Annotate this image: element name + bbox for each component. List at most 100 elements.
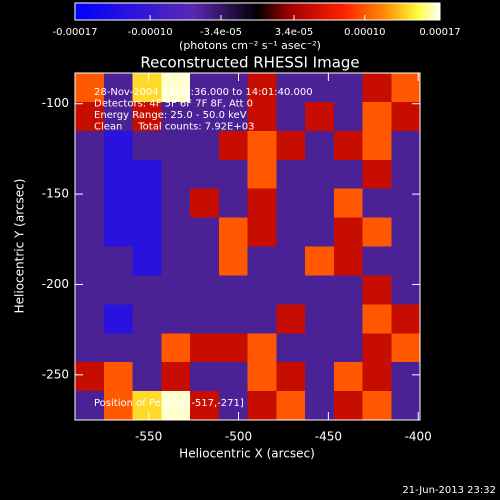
heatmap-cell	[305, 217, 335, 247]
heatmap-cell	[247, 304, 277, 334]
heatmap-cell	[75, 217, 105, 247]
heatmap-cell	[362, 304, 392, 334]
heatmap-cell	[247, 217, 277, 247]
heatmap-cell	[305, 159, 335, 190]
heatmap-cell	[190, 333, 220, 363]
heatmap-cell	[218, 188, 248, 219]
heatmap-cell	[75, 73, 105, 103]
heatmap-cell	[161, 275, 191, 305]
heatmap-cell	[247, 391, 277, 421]
heatmap-cell	[103, 333, 133, 363]
heatmap-cell	[190, 188, 220, 219]
heatmap-cell	[132, 73, 162, 103]
x-axis-label: Heliocentric X (arcsec)	[179, 447, 315, 461]
peak-label: Position of Peak = [-517,-271]	[94, 398, 244, 409]
heatmap-cell	[132, 333, 162, 363]
heatmap-cell	[247, 362, 277, 392]
heatmap-cell	[247, 275, 277, 305]
heatmap-cell	[333, 188, 363, 219]
plot-frame	[74, 72, 421, 421]
heatmap-cell	[362, 73, 392, 103]
colorbar	[74, 2, 441, 21]
heatmap-cell	[247, 246, 277, 276]
heatmap-cell	[132, 101, 162, 132]
heatmap-cell	[132, 362, 162, 392]
heatmap-cell	[190, 275, 220, 305]
heatmap-cell	[333, 159, 363, 190]
heatmap-cell	[103, 130, 133, 161]
heatmap-cell	[161, 73, 191, 103]
heatmap-cell	[103, 101, 133, 132]
annotation: Energy Range: 25.0 - 50.0 keV	[94, 110, 247, 121]
heatmap-cell	[161, 304, 191, 334]
heatmap-cell	[391, 362, 421, 392]
heatmap-cell	[75, 188, 105, 219]
heatmap-cell	[103, 304, 133, 334]
heatmap-cell	[305, 188, 335, 219]
heatmap-cell	[391, 217, 421, 247]
heatmap-cell	[391, 188, 421, 219]
x-tick-label: -400	[405, 430, 432, 444]
x-tick-label: -500	[225, 430, 252, 444]
heatmap-cell	[391, 275, 421, 305]
heatmap-cell	[391, 391, 421, 421]
heatmap-cell	[132, 304, 162, 334]
colorbar-label: (photons cm⁻² s⁻¹ asec⁻²)	[179, 39, 321, 52]
heatmap-cell	[333, 304, 363, 334]
heatmap-cell	[218, 159, 248, 190]
heatmap-cell	[276, 246, 306, 276]
heatmap-cell	[132, 217, 162, 247]
heatmap-cell	[333, 101, 363, 132]
heatmap-cell	[362, 130, 392, 161]
y-tick-label: -250	[42, 367, 69, 381]
heatmap-cell	[218, 391, 248, 421]
heatmap-cell	[391, 304, 421, 334]
heatmap-cell	[391, 246, 421, 276]
heatmap-cell	[247, 101, 277, 132]
heatmap-cell	[103, 391, 133, 421]
chart-title: Reconstructed RHESSI Image	[140, 54, 359, 72]
heatmap-cell	[161, 101, 191, 132]
heatmap-cell	[218, 246, 248, 276]
heatmap-cell	[362, 246, 392, 276]
heatmap-cell	[161, 130, 191, 161]
heatmap-cell	[362, 275, 392, 305]
annotation: 28-Nov-2004 13:58:36.000 to 14:01:40.000	[94, 87, 313, 98]
heatmap-cell	[391, 101, 421, 132]
heatmap-cell	[362, 159, 392, 190]
heatmap-cell	[218, 304, 248, 334]
heatmap-cell	[333, 130, 363, 161]
heatmap-cell	[218, 130, 248, 161]
heatmap-cell	[103, 246, 133, 276]
heatmap-cell	[276, 217, 306, 247]
y-axis-label: Heliocentric Y (arcsec)	[13, 179, 27, 314]
heatmap-cell	[276, 333, 306, 363]
heatmap-cell	[391, 333, 421, 363]
heatmap-cell	[190, 246, 220, 276]
heatmap-cell	[362, 391, 392, 421]
heatmap-cell	[103, 362, 133, 392]
heatmap-cell	[276, 159, 306, 190]
heatmap-cell	[75, 246, 105, 276]
heatmap-cell	[190, 101, 220, 132]
heatmap-cell	[161, 362, 191, 392]
heatmap-cell	[276, 362, 306, 392]
heatmap-cell	[391, 73, 421, 103]
heatmap-cell	[305, 304, 335, 334]
heatmap-cell	[333, 333, 363, 363]
heatmap-cell	[132, 188, 162, 219]
heatmap-cell	[333, 73, 363, 103]
heatmap-cell	[161, 333, 191, 363]
heatmap-cell	[161, 159, 191, 190]
heatmap-cell	[276, 391, 306, 421]
heatmap-cell	[247, 333, 277, 363]
colorbar-tick-label: -0.00017	[53, 27, 98, 38]
heatmap-cell	[190, 304, 220, 334]
heatmap-cell	[132, 275, 162, 305]
heatmap-cell	[75, 159, 105, 190]
heatmap-cell	[305, 391, 335, 421]
heatmap-cell	[218, 275, 248, 305]
heatmap-cell	[276, 130, 306, 161]
heatmap-cell	[276, 188, 306, 219]
heatmap-cell	[75, 275, 105, 305]
